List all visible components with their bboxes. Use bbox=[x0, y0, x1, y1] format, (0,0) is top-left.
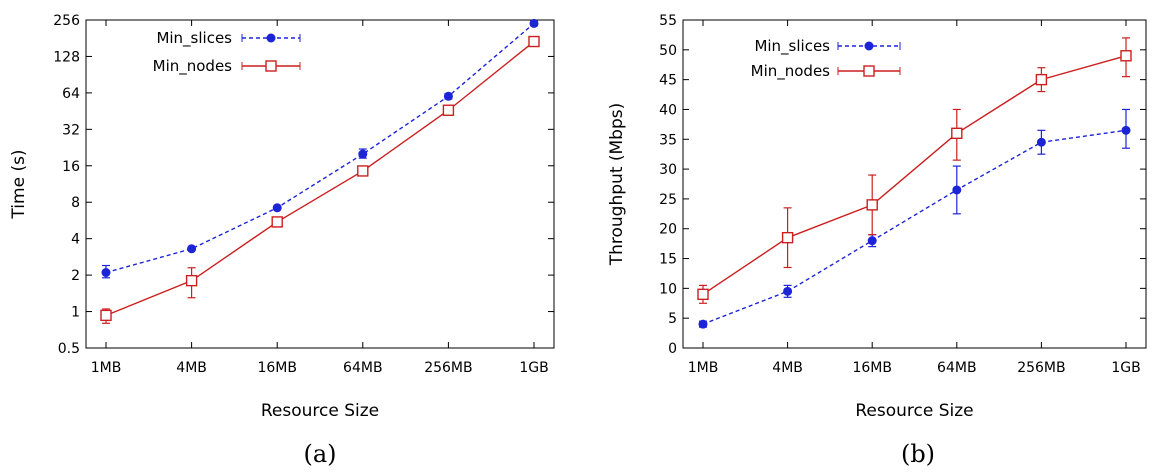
x-tick-label: 16MB bbox=[257, 360, 297, 376]
data-point bbox=[1036, 137, 1046, 147]
y-axis-label: Throughput (Mbps) bbox=[607, 103, 627, 267]
y-tick-label: 25 bbox=[659, 192, 677, 208]
x-tick-label: 256MB bbox=[424, 360, 472, 376]
series-line bbox=[702, 55, 1127, 295]
data-point bbox=[952, 185, 962, 195]
legend-marker bbox=[863, 65, 875, 77]
x-tick-label: 16MB bbox=[852, 360, 892, 376]
x-tick-label: 1GB bbox=[1111, 360, 1140, 376]
legend-label: Min_nodes bbox=[153, 57, 233, 76]
x-tick-label: 64MB bbox=[343, 360, 383, 376]
series-min-nodes bbox=[697, 37, 1132, 304]
x-tick-label: 4MB bbox=[772, 360, 803, 376]
series-min-slices bbox=[101, 18, 539, 279]
x-tick-label: 1MB bbox=[91, 360, 122, 376]
data-point bbox=[951, 127, 963, 140]
data-point bbox=[271, 216, 283, 228]
data-point bbox=[697, 288, 709, 301]
chart-a: 0.5 1 2 4 8 16 32 64 128 256 1MB 4MB 16MB 64MB 256MB 1G… bbox=[9, 13, 555, 468]
chart-b: 0 5 10 15 20 25 30 35 40 45 50 55 1MB 4MB 16MB 64MB 256M… bbox=[607, 13, 1147, 468]
data-point bbox=[185, 274, 198, 287]
y-tick-label: 55 bbox=[659, 13, 677, 29]
y-axis-label: Time (s) bbox=[9, 149, 29, 219]
y-tick-label: 20 bbox=[659, 222, 677, 238]
series-line bbox=[702, 129, 1127, 325]
legend-marker bbox=[864, 41, 874, 51]
y-tick-label: 10 bbox=[659, 281, 677, 297]
data-point bbox=[1120, 50, 1132, 62]
legend-marker bbox=[265, 60, 277, 72]
y-tick-label: 32 bbox=[62, 122, 80, 138]
y-tick-label: 40 bbox=[659, 102, 677, 118]
y-tick-label: 1 bbox=[71, 305, 80, 321]
y-tick-label: 0 bbox=[668, 341, 677, 357]
chart-caption: (a) bbox=[303, 440, 336, 468]
data-point bbox=[528, 35, 540, 48]
x-tick-label: 1MB bbox=[688, 360, 719, 376]
y-tick-label: 2 bbox=[71, 268, 80, 284]
y-tick-label: 4 bbox=[71, 232, 80, 248]
series-min-slices bbox=[698, 108, 1131, 329]
y-tick-label: 5 bbox=[668, 311, 677, 327]
legend-label: Min_slices bbox=[156, 29, 232, 48]
plot-frame bbox=[682, 19, 1147, 349]
data-point bbox=[100, 309, 112, 322]
data-point bbox=[1035, 73, 1048, 86]
data-point bbox=[698, 319, 708, 329]
data-point bbox=[272, 203, 282, 213]
series-line bbox=[105, 22, 535, 274]
data-point bbox=[443, 91, 453, 101]
y-tick-label: 45 bbox=[659, 73, 677, 89]
data-point bbox=[187, 244, 197, 254]
data-point bbox=[1121, 125, 1131, 135]
chart-caption: (b) bbox=[901, 440, 935, 468]
series-min-nodes bbox=[100, 35, 540, 324]
plot-frame bbox=[85, 19, 555, 349]
data-point bbox=[101, 268, 111, 278]
y-tick-label: 64 bbox=[62, 86, 80, 102]
data-point bbox=[529, 18, 539, 28]
y-tick-label: 15 bbox=[659, 252, 677, 268]
y-tick-label: 256 bbox=[53, 13, 80, 29]
x-tick-label: 256MB bbox=[1017, 360, 1065, 376]
y-tick-label: 50 bbox=[659, 43, 677, 59]
y-tick-label: 8 bbox=[71, 195, 80, 211]
x-tick-label: 1GB bbox=[519, 360, 548, 376]
x-tick-label: 4MB bbox=[176, 360, 207, 376]
y-tick-label: 128 bbox=[53, 49, 80, 65]
data-point bbox=[781, 231, 794, 244]
data-point bbox=[358, 149, 368, 159]
data-point bbox=[442, 104, 455, 116]
data-point bbox=[783, 286, 793, 296]
y-tick-label: 30 bbox=[659, 162, 677, 178]
y-tick-label: 16 bbox=[62, 159, 80, 175]
y-tick-label: 0.5 bbox=[58, 341, 80, 357]
series-line bbox=[105, 40, 535, 317]
x-axis-label: Resource Size bbox=[261, 401, 379, 421]
data-point bbox=[867, 236, 877, 246]
legend-marker bbox=[266, 33, 276, 43]
legend-label: Min_nodes bbox=[751, 62, 831, 81]
data-point bbox=[866, 199, 878, 211]
y-tick-label: 35 bbox=[659, 132, 677, 148]
legend-label: Min_slices bbox=[754, 37, 830, 56]
data-point bbox=[357, 165, 369, 177]
x-axis-label: Resource Size bbox=[855, 401, 973, 421]
x-tick-label: 64MB bbox=[937, 360, 977, 376]
